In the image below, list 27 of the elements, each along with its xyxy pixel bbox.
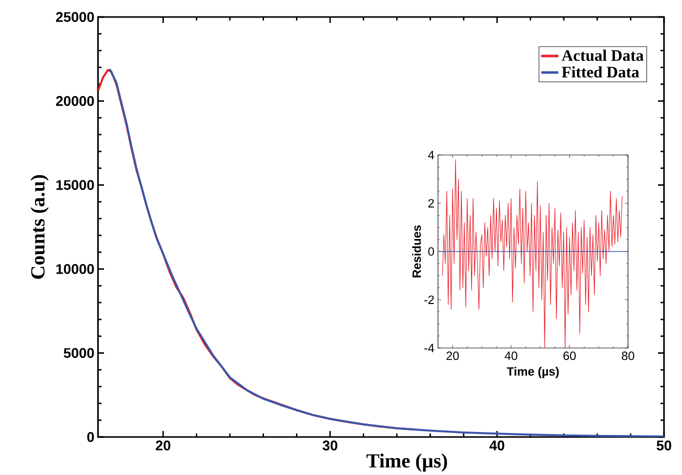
x-axis-title: Time (µs) — [506, 366, 559, 378]
x-tick-label: 40 — [504, 352, 518, 360]
line-series — [108, 68, 664, 437]
x-tick-label: 20 — [156, 440, 170, 450]
x-tick-label: 50 — [656, 440, 672, 450]
line-series — [442, 160, 622, 348]
x-tick-label: 80 — [622, 352, 634, 360]
y-tick-label: 25000 — [56, 12, 94, 22]
legend-label: Actual Data — [562, 50, 644, 61]
y-tick-label: 4 — [428, 150, 434, 160]
y-tick-label: 20000 — [56, 96, 94, 106]
y-axis-title: Residues — [412, 225, 421, 278]
x-tick-label: 30 — [322, 440, 338, 450]
legend-label: Fitted Data — [562, 66, 640, 78]
y-axis-title: Counts (a.u) — [30, 175, 49, 279]
y-tick-label: -2 — [424, 296, 434, 304]
y-tick-label: 5000 — [64, 348, 94, 358]
y-tick-label: 10000 — [56, 264, 94, 274]
x-tick-label: 40 — [489, 440, 504, 450]
x-tick-label: 60 — [563, 352, 576, 360]
x-tick-label: 20 — [446, 352, 459, 360]
x-axis-title: Time (µs) — [366, 454, 447, 472]
y-tick-label: 2 — [428, 199, 434, 208]
y-tick-label: 15000 — [56, 180, 94, 190]
y-tick-label: 0 — [428, 247, 434, 256]
y-tick-label: -4 — [424, 344, 434, 352]
y-tick-label: 0 — [87, 432, 94, 442]
